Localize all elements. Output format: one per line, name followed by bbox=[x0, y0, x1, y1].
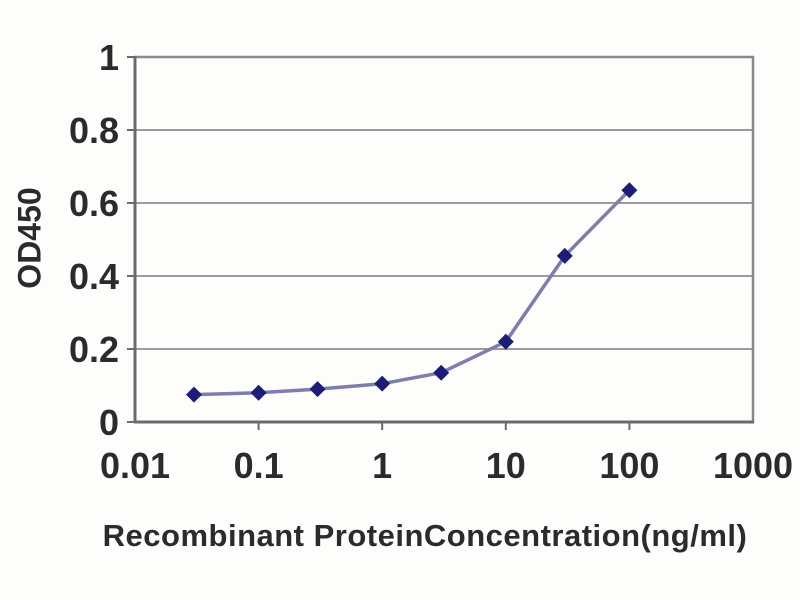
data-point-marker bbox=[621, 182, 638, 199]
x-tick-label: 0.1 bbox=[234, 445, 284, 486]
plot-border bbox=[133, 55, 755, 424]
data-point-marker bbox=[250, 384, 267, 401]
data-point-marker bbox=[309, 381, 326, 398]
x-tick-label: 100 bbox=[599, 445, 659, 486]
x-axis-title: Recombinant ProteinConcentration(ng/ml) bbox=[102, 518, 748, 553]
y-tick-label: 0.2 bbox=[69, 329, 119, 370]
tick-labels: 0 0.2 0.4 0.6 0.8 1 0.01 0.1 1 10 100 1000 bbox=[69, 37, 793, 486]
data-point-marker bbox=[433, 364, 450, 381]
y-tick-label: 1 bbox=[99, 37, 119, 78]
series-line bbox=[192, 188, 632, 397]
data-point-marker bbox=[185, 386, 202, 403]
data-point-marker bbox=[497, 333, 514, 350]
tick-marks bbox=[127, 56, 631, 430]
y-axis-title: OD450 bbox=[11, 187, 48, 289]
x-tick-label: 1 bbox=[372, 445, 392, 486]
data-point-marker bbox=[374, 375, 391, 392]
plot-frame bbox=[133, 55, 755, 424]
y-tick-label: 0.4 bbox=[69, 256, 119, 297]
data-point-marker bbox=[556, 247, 573, 264]
y-tick-label: 0.6 bbox=[69, 183, 119, 224]
y-tick-label: 0.8 bbox=[69, 110, 119, 151]
gridlines bbox=[135, 129, 753, 350]
y-tick-label: 0 bbox=[99, 402, 119, 443]
x-tick-label: 1000 bbox=[713, 445, 793, 486]
x-tick-label: 10 bbox=[486, 445, 526, 486]
x-tick-label: 0.01 bbox=[100, 445, 170, 486]
data-series bbox=[185, 182, 638, 403]
